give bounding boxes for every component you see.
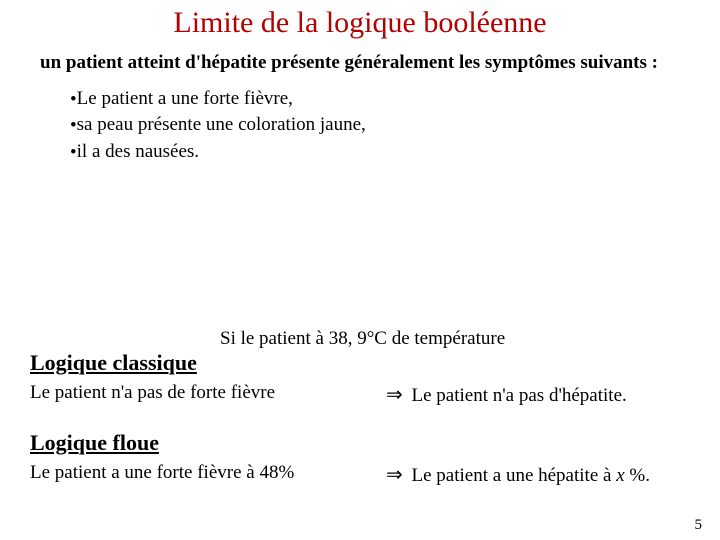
- logic-classic-conclusion-text: Le patient n'a pas d'hépatite.: [407, 385, 627, 406]
- logic-fuzzy-conclusion: ⇒ Le patient a une hépatite à x %.: [386, 462, 650, 487]
- bullet-icon: •: [70, 140, 77, 166]
- bullet-item: • il a des nausées.: [70, 139, 366, 165]
- slide-subtitle: un patient atteint d'hépatite présente g…: [40, 52, 700, 74]
- bullet-icon: •: [70, 87, 77, 113]
- logic-fuzzy-conclusion-pre: Le patient a une hépatite à: [407, 465, 616, 486]
- implies-icon: ⇒: [386, 382, 403, 407]
- bullet-item: • Le patient a une forte fièvre,: [70, 86, 366, 112]
- hypothesis-line: Si le patient à 38, 9°C de température: [220, 328, 505, 350]
- slide: Limite de la logique booléenne un patien…: [0, 0, 720, 540]
- logic-fuzzy-premise: Le patient a une forte fièvre à 48%: [30, 462, 294, 484]
- variable-x: x: [616, 465, 624, 486]
- bullet-icon: •: [70, 113, 77, 139]
- logic-fuzzy-conclusion-post: %.: [625, 465, 650, 486]
- logic-classic-label: Logique classique: [30, 350, 197, 376]
- bullet-text: sa peau présente une coloration jaune,: [77, 114, 366, 135]
- logic-fuzzy-label: Logique floue: [30, 430, 159, 456]
- implies-icon: ⇒: [386, 462, 403, 487]
- logic-classic-premise: Le patient n'a pas de forte fièvre: [30, 382, 275, 404]
- slide-title: Limite de la logique booléenne: [0, 6, 720, 40]
- bullet-item: • sa peau présente une coloration jaune,: [70, 112, 366, 138]
- symptom-bullets: • Le patient a une forte fièvre, • sa pe…: [70, 86, 366, 165]
- bullet-text: Le patient a une forte fièvre,: [77, 88, 293, 109]
- page-number: 5: [695, 517, 703, 534]
- bullet-text: il a des nausées.: [77, 141, 199, 162]
- logic-classic-conclusion: ⇒ Le patient n'a pas d'hépatite.: [386, 382, 627, 407]
